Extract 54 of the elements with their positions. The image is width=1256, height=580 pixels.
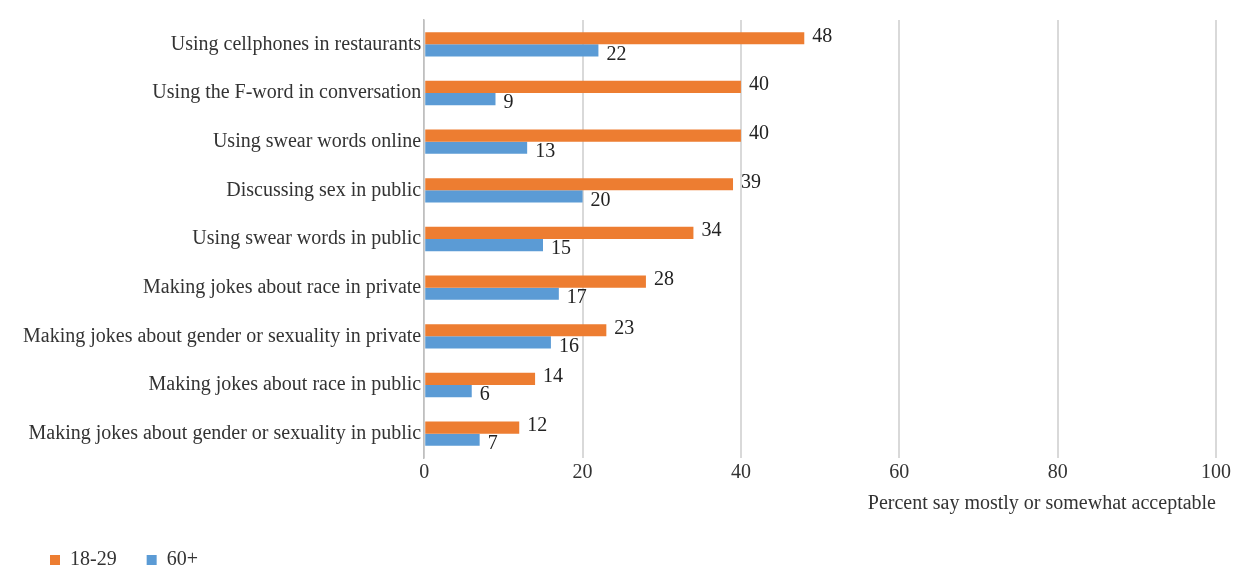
bar — [425, 32, 805, 45]
bar — [425, 336, 551, 349]
x-tick-label: 0 — [419, 460, 430, 483]
y-tick-label: Making jokes about race in private — [142, 274, 422, 298]
data-label: 7 — [487, 431, 498, 453]
bar — [425, 433, 480, 446]
y-tick-label: Making jokes about race in public — [148, 372, 422, 396]
data-label: 20 — [590, 187, 611, 210]
data-label: 16 — [558, 333, 579, 356]
bar — [425, 239, 543, 252]
data-label: 23 — [614, 315, 635, 338]
data-label: 28 — [653, 266, 674, 289]
bar — [425, 44, 599, 57]
y-tick-label: Making jokes about gender or sexuality in private — [23, 323, 422, 347]
bar — [425, 80, 741, 93]
x-axis-title: Percent say mostly or somewhat acceptable — [867, 491, 1217, 515]
x-tick-label: 80 — [1047, 460, 1068, 483]
bar — [425, 141, 528, 154]
y-tick-label: Using swear words in public — [192, 226, 422, 250]
data-label: 6 — [479, 382, 490, 405]
bar — [425, 287, 559, 300]
y-tick-label: Using swear words online — [212, 128, 422, 152]
data-label: 40 — [748, 72, 769, 95]
bar — [425, 129, 741, 142]
x-tick-label: 100 — [1201, 460, 1231, 483]
legend-label: 60+ — [166, 547, 198, 570]
bar — [425, 275, 646, 288]
y-tick-label: Making jokes about gender or sexuality in public — [28, 420, 422, 444]
bar — [425, 190, 583, 203]
bar — [425, 226, 694, 239]
y-tick-label: Using the F-word in conversation — [152, 80, 422, 104]
x-tick-label: 40 — [730, 460, 751, 483]
bar — [425, 324, 607, 337]
data-label: 9 — [503, 90, 514, 113]
data-label: 15 — [551, 236, 571, 259]
bar — [425, 178, 734, 191]
data-label: 13 — [535, 139, 556, 161]
bar — [425, 372, 536, 385]
x-tick-label: 60 — [889, 460, 910, 483]
data-label: 17 — [566, 285, 587, 307]
x-tick-label: 20 — [572, 460, 593, 483]
data-label: 48 — [812, 23, 833, 46]
bar — [425, 385, 472, 398]
data-label: 14 — [543, 364, 564, 387]
bar — [425, 421, 520, 434]
data-label: 12 — [527, 412, 548, 435]
data-label: 40 — [748, 120, 769, 143]
bar — [425, 93, 496, 106]
data-label: 34 — [701, 218, 722, 241]
y-tick-label: Discussing sex in public — [226, 177, 422, 201]
y-tick-label: Using cellphones in restaurants — [170, 31, 422, 55]
data-label: 22 — [606, 41, 627, 64]
legend-label: 18-29 — [70, 547, 117, 570]
data-label: 39 — [741, 169, 762, 192]
